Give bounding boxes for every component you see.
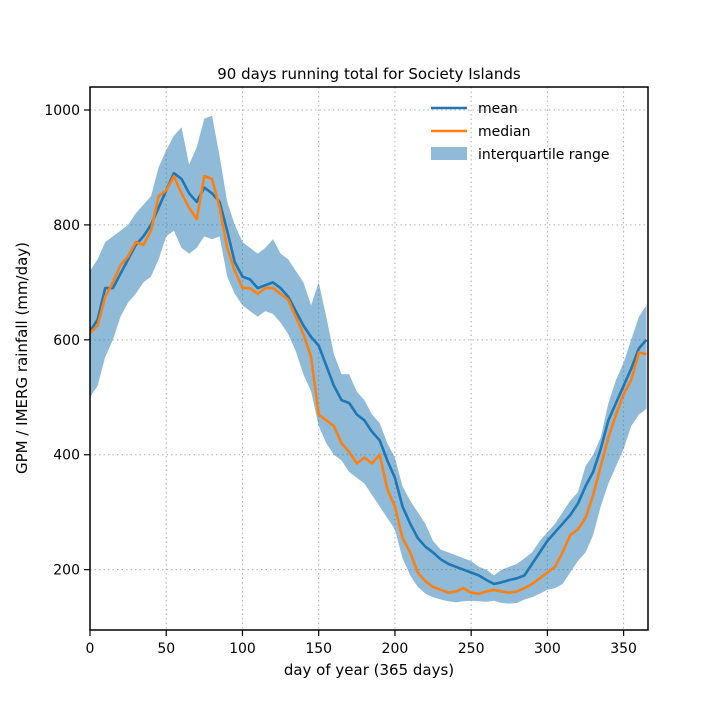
y-tick-label: 800 <box>53 218 80 234</box>
x-tick-label: 200 <box>382 641 409 657</box>
legend-label: median <box>478 124 530 140</box>
x-tick-label: 150 <box>305 641 332 657</box>
plot-area: 0 50 100 150 200 250 300 350 200 400 600 800 1000 <box>44 86 649 657</box>
y-tick-label: 200 <box>53 563 80 579</box>
legend-label: interquartile range <box>478 147 610 163</box>
x-tick-label: 350 <box>610 641 637 657</box>
legend-label: mean <box>478 101 518 117</box>
median-line <box>90 174 647 596</box>
ticks: 0 50 100 150 200 250 300 350 200 400 600 800 1000 <box>44 103 637 657</box>
x-tick-label: 250 <box>458 641 485 657</box>
series-layer <box>90 115 648 604</box>
y-tick-label: 1000 <box>44 103 80 119</box>
x-axis-label: day of year (365 days) <box>284 661 454 679</box>
x-tick-label: 50 <box>157 641 175 657</box>
y-axis-label: GPM / IMERG rainfall (mm/day) <box>13 242 31 474</box>
legend-swatch-band <box>431 147 467 160</box>
chart-title: 90 days running total for Society Island… <box>217 65 521 83</box>
legend: mean median interquartile range <box>431 101 610 163</box>
y-tick-label: 400 <box>53 448 80 464</box>
y-tick-label: 600 <box>53 333 80 349</box>
x-tick-label: 300 <box>534 641 561 657</box>
axes-frame <box>89 86 649 631</box>
x-tick-label: 100 <box>229 641 256 657</box>
x-tick-label: 0 <box>86 641 95 657</box>
mean-line <box>90 171 648 586</box>
